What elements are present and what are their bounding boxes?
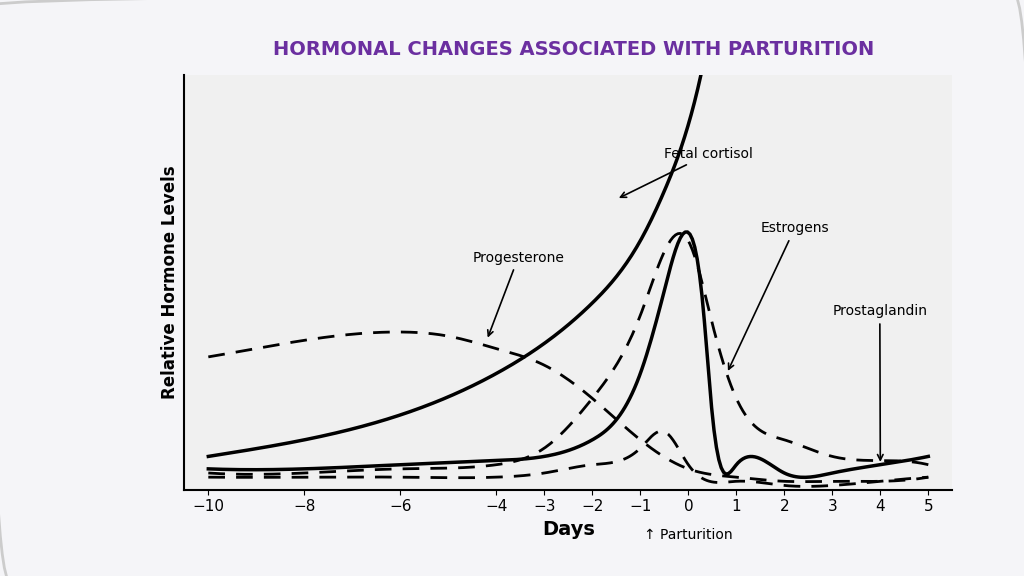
- Text: ↑ Parturition: ↑ Parturition: [644, 528, 732, 543]
- Text: HORMONAL CHANGES ASSOCIATED WITH PARTURITION: HORMONAL CHANGES ASSOCIATED WITH PARTURI…: [272, 40, 874, 59]
- Y-axis label: Relative Hormone Levels: Relative Hormone Levels: [161, 165, 179, 399]
- X-axis label: Days: Days: [542, 520, 595, 539]
- Text: Prostaglandin: Prostaglandin: [833, 305, 928, 460]
- Text: Progesterone: Progesterone: [472, 251, 564, 336]
- Text: Estrogens: Estrogens: [728, 222, 829, 369]
- Text: Fetal cortisol: Fetal cortisol: [621, 147, 754, 198]
